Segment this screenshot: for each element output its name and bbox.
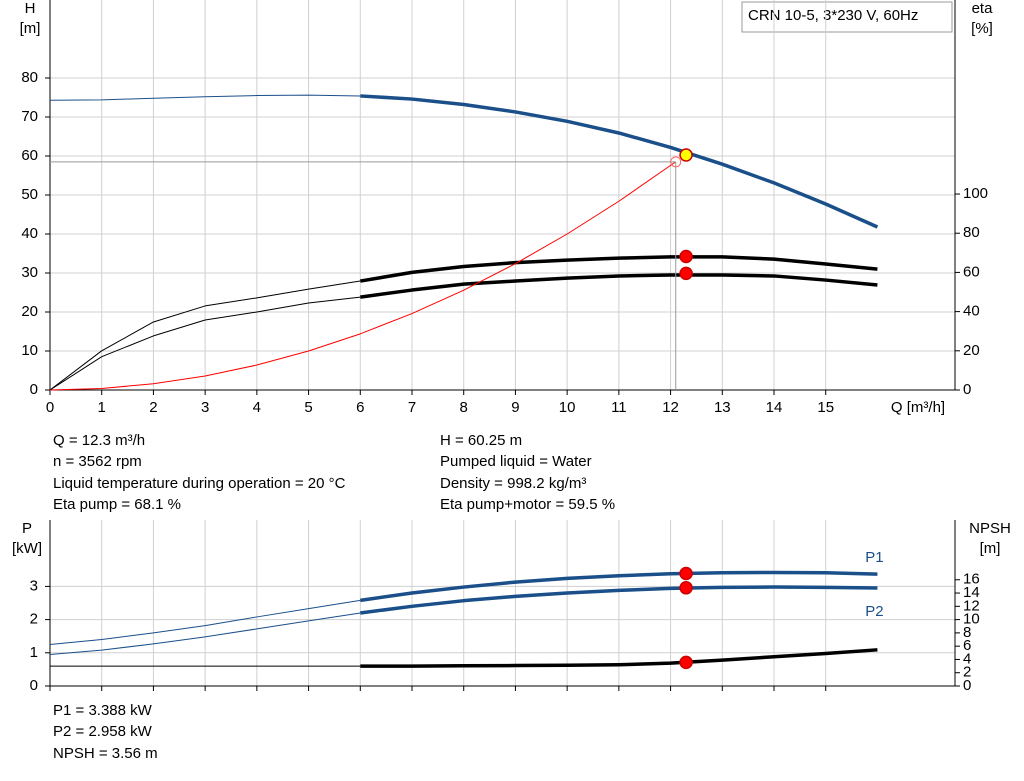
x-tick-label: 10	[559, 399, 576, 416]
y2-tick-label: 10	[963, 611, 980, 628]
curve	[360, 648, 878, 668]
curve	[360, 585, 878, 615]
y2-tick-label: 4	[963, 650, 971, 667]
y2-tick-label: 8	[963, 624, 971, 641]
y2-tick-label: 60	[963, 263, 980, 280]
info-text: H = 60.25 m	[440, 432, 522, 449]
y2-axis-unit: [m]	[980, 540, 1001, 557]
annotation: CRN 10-5, 3*230 V, 60Hz	[748, 7, 918, 24]
y2-tick-label: 80	[963, 224, 980, 241]
y-tick-label: 70	[21, 108, 38, 125]
annotation-box	[741, 1, 953, 33]
series-label: P1	[865, 549, 883, 566]
info-text: Q = 12.3 m³/h	[53, 432, 145, 449]
curve	[360, 94, 879, 229]
curve	[49, 599, 361, 645]
y-tick-label: 20	[21, 303, 38, 320]
y-tick-label: 50	[21, 186, 38, 203]
y2-tick-label: 0	[963, 381, 971, 398]
x-tick-label: 6	[356, 399, 364, 416]
y-axis-label: H	[25, 0, 36, 17]
x-tick-label: 0	[46, 399, 54, 416]
info-text: Liquid temperature during operation = 20…	[53, 475, 346, 492]
series-label: P2	[865, 603, 883, 620]
info-text: Eta pump+motor = 59.5 %	[440, 496, 615, 513]
operating-point	[679, 655, 693, 670]
x-tick-label: 13	[714, 399, 731, 416]
y2-tick-label: 12	[963, 597, 980, 614]
y-tick-label: 0	[30, 381, 38, 398]
x-tick-label: 1	[98, 399, 106, 416]
y2-tick-label: 16	[963, 571, 980, 588]
x-tick-label: 15	[817, 399, 834, 416]
info-text: Eta pump = 68.1 %	[53, 496, 181, 513]
y-axis-unit: [m]	[20, 20, 41, 37]
operating-point	[679, 566, 693, 581]
operating-point	[679, 266, 693, 281]
x-tick-label: 14	[766, 399, 783, 416]
curve	[360, 273, 878, 299]
x-tick-label: 5	[304, 399, 312, 416]
x-tick-label: 12	[662, 399, 679, 416]
y2-tick-label: 20	[963, 342, 980, 359]
curve	[49, 296, 361, 391]
y-axis-label: P	[22, 520, 32, 537]
operating-point	[679, 148, 693, 162]
x-tick-label: 3	[201, 399, 209, 416]
curve	[360, 255, 878, 283]
info-text: n = 3562 rpm	[53, 453, 142, 470]
y2-tick-label: 14	[963, 584, 980, 601]
y-tick-label: 10	[21, 342, 38, 359]
curve	[49, 94, 361, 101]
y2-tick-label: 0	[963, 677, 971, 694]
operating-point	[679, 249, 693, 264]
x-tick-label: 8	[460, 399, 468, 416]
y2-tick-label: 100	[963, 185, 988, 202]
y2-tick-label: 40	[963, 303, 980, 320]
x-tick-label: 7	[408, 399, 416, 416]
y-axis-unit: [kW]	[12, 540, 42, 557]
x-axis-label: Q [m³/h]	[891, 399, 945, 416]
y2-tick-label: 6	[963, 637, 971, 654]
curve	[49, 280, 361, 391]
y-tick-label: 0	[30, 677, 38, 694]
y2-tick-label: 2	[963, 664, 971, 681]
info-text: Density = 998.2 kg/m³	[440, 475, 586, 492]
y-tick-label: 40	[21, 225, 38, 242]
y2-axis-label: NPSH	[969, 520, 1011, 537]
y-tick-label: 1	[30, 644, 38, 661]
curve	[49, 612, 361, 655]
y-tick-label: 30	[21, 264, 38, 281]
info-text: NPSH = 3.56 m	[53, 745, 158, 762]
info-text: Pumped liquid = Water	[440, 453, 592, 470]
x-tick-label: 4	[253, 399, 261, 416]
operating-point	[679, 581, 693, 595]
x-tick-label: 2	[149, 399, 157, 416]
y-tick-label: 2	[30, 611, 38, 628]
y2-axis-label: eta	[972, 0, 994, 17]
info-text: P2 = 2.958 kW	[53, 723, 153, 740]
curve	[49, 161, 677, 391]
curve	[360, 570, 878, 603]
y2-axis-unit: [%]	[971, 20, 993, 37]
y-tick-label: 60	[21, 147, 38, 164]
point-marker	[670, 156, 682, 168]
info-text: P1 = 3.388 kW	[53, 702, 153, 719]
x-tick-label: 11	[611, 399, 627, 416]
y-tick-label: 80	[21, 69, 38, 86]
y-tick-label: 3	[30, 577, 38, 594]
x-tick-label: 9	[511, 399, 519, 416]
